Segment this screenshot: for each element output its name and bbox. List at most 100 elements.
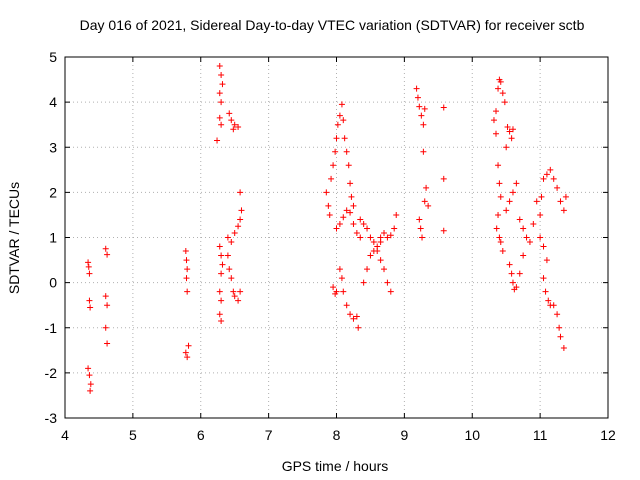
data-point [238, 207, 245, 214]
data-point [367, 234, 374, 241]
data-point [183, 275, 190, 282]
data-point [364, 225, 371, 232]
data-point [226, 110, 233, 117]
data-point [85, 263, 92, 270]
data-point [216, 90, 223, 97]
data-point [506, 128, 513, 135]
data-point [513, 180, 520, 187]
data-point [182, 349, 189, 356]
data-point [85, 259, 92, 266]
data-point [86, 297, 93, 304]
data-point [102, 245, 109, 252]
data-point [423, 184, 430, 191]
data-point [554, 311, 561, 318]
data-point [332, 148, 339, 155]
data-point [508, 270, 515, 277]
data-point [333, 225, 340, 232]
data-point [516, 216, 523, 223]
data-point [495, 162, 502, 169]
data-point [343, 148, 350, 155]
data-point [102, 293, 109, 300]
data-point [218, 252, 225, 259]
data-point [554, 184, 561, 191]
data-point [490, 117, 497, 124]
data-point [326, 211, 333, 218]
data-point [381, 229, 388, 236]
data-point [493, 108, 500, 115]
data-point [370, 239, 377, 246]
data-point [523, 234, 530, 241]
data-point [360, 279, 367, 286]
data-point [85, 365, 92, 372]
data-point [543, 257, 550, 264]
data-point [543, 171, 550, 178]
y-axis-label: SDTVAR / TECUs [6, 182, 22, 294]
data-point [235, 123, 242, 130]
y-tick-label: -3 [45, 410, 58, 426]
data-point [219, 81, 226, 88]
data-point [520, 225, 527, 232]
data-point [86, 372, 93, 379]
data-point [87, 387, 94, 394]
data-point [218, 99, 225, 106]
data-point [497, 78, 504, 85]
data-point [87, 304, 94, 311]
data-point [218, 121, 225, 128]
y-tick-label: 3 [49, 139, 57, 155]
data-point [440, 104, 447, 111]
data-point [216, 311, 223, 318]
data-point [421, 105, 428, 112]
data-point [387, 232, 394, 239]
data-point [357, 216, 364, 223]
data-point [509, 126, 516, 133]
x-tick-label: 8 [333, 427, 341, 443]
data-point [230, 288, 237, 295]
y-tick-label: 4 [49, 94, 57, 110]
data-point [417, 225, 424, 232]
data-point [496, 180, 503, 187]
data-point [364, 266, 371, 273]
y-tick-label: 2 [49, 184, 57, 200]
data-point [102, 324, 109, 331]
data-point [495, 85, 502, 92]
data-point [497, 239, 504, 246]
data-point [533, 198, 540, 205]
data-point [338, 275, 345, 282]
data-point [336, 266, 343, 273]
data-point [355, 324, 362, 331]
y-tick-label: -1 [45, 320, 58, 336]
data-point [377, 257, 384, 264]
data-point [184, 266, 191, 273]
data-point [330, 162, 337, 169]
data-point [340, 117, 347, 124]
chart-title: Day 016 of 2021, Sidereal Day-to-day VTE… [80, 17, 585, 33]
data-point [231, 229, 238, 236]
data-point [537, 211, 544, 218]
data-point [184, 288, 191, 295]
data-point [341, 135, 348, 142]
grid [65, 57, 608, 418]
data-point [218, 317, 225, 324]
x-tick-label: 9 [400, 427, 408, 443]
data-point [530, 220, 537, 227]
data-point [219, 261, 226, 268]
data-point [393, 211, 400, 218]
data-point [421, 198, 428, 205]
data-point [387, 288, 394, 295]
y-tick-label: 5 [49, 49, 57, 65]
data-point [228, 239, 235, 246]
data-point [353, 313, 360, 320]
data-point [557, 333, 564, 340]
data-point [513, 284, 520, 291]
x-tick-label: 12 [600, 427, 616, 443]
data-point [560, 207, 567, 214]
data-point [104, 251, 111, 258]
x-tick-label: 7 [265, 427, 273, 443]
data-point [235, 297, 242, 304]
data-point [350, 202, 357, 209]
data-point [440, 175, 447, 182]
data-point [413, 85, 420, 92]
data-point [343, 207, 350, 214]
data-point [214, 137, 221, 144]
data-point [230, 126, 237, 133]
